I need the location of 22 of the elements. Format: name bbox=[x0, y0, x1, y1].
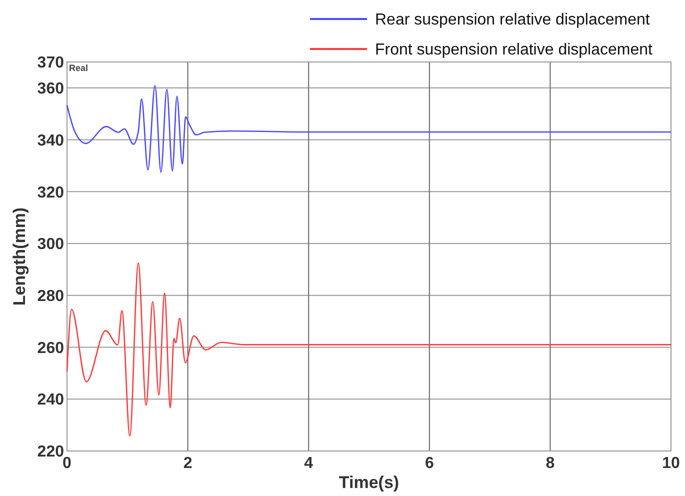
y-tick-label: 320 bbox=[37, 184, 64, 202]
annotation: Real bbox=[69, 63, 88, 73]
x-tick-label: 0 bbox=[62, 455, 72, 472]
y-tick-label: 340 bbox=[37, 132, 64, 150]
x-axis-title: Time(s) bbox=[338, 473, 400, 492]
y-tick-label: 280 bbox=[37, 288, 64, 305]
legend-label: Front suspension relative displacement bbox=[375, 42, 654, 59]
y-tick-label: 220 bbox=[37, 444, 64, 461]
x-tick-label: 4 bbox=[304, 455, 314, 472]
y-tick-label: 370 bbox=[37, 54, 64, 72]
y-tick-label: 260 bbox=[37, 340, 64, 357]
x-tick-label: 8 bbox=[546, 455, 555, 472]
legend-label: Rear suspension relative displacement bbox=[375, 12, 650, 29]
line-series bbox=[66, 262, 672, 437]
y-tick-label: 360 bbox=[37, 80, 64, 98]
x-tick-label: 6 bbox=[424, 455, 434, 472]
x-tick-label: 2 bbox=[183, 455, 192, 472]
y-tick-label: 300 bbox=[37, 236, 64, 254]
y-tick-label: 240 bbox=[37, 392, 64, 409]
y-axis-title: Length(mm) bbox=[10, 207, 29, 306]
x-tick-label: 10 bbox=[662, 455, 680, 472]
line-series bbox=[66, 84, 672, 173]
